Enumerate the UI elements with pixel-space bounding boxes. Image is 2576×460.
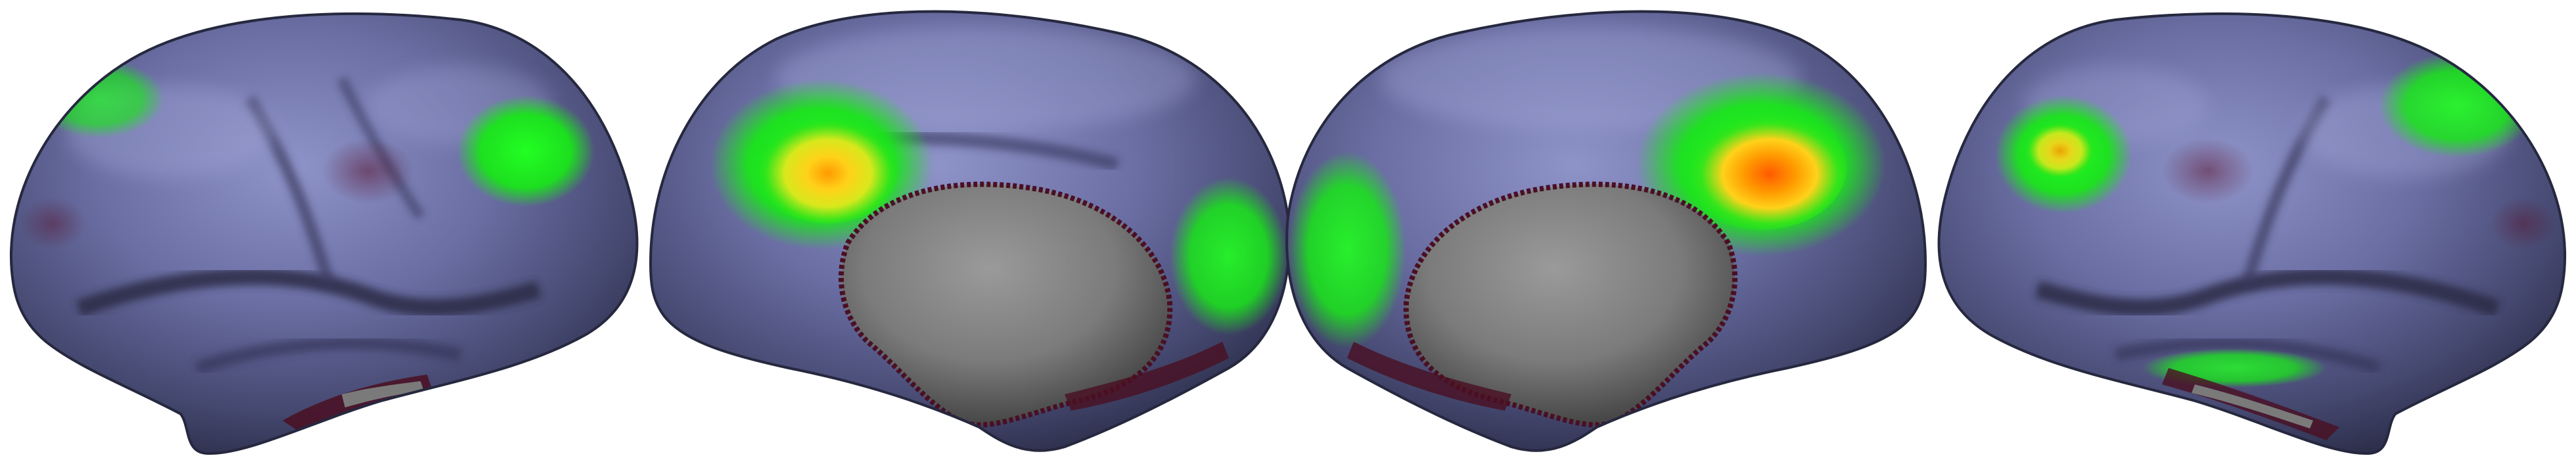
activation-blob [756, 112, 900, 223]
activation-blob [457, 95, 595, 207]
sulcus-line [195, 336, 462, 375]
sulcus-line [2114, 336, 2381, 375]
panel-left-lateral [9, 12, 639, 455]
activation-blob [2024, 118, 2096, 177]
panel-left-medial [649, 10, 1291, 452]
sulcus-line [2035, 268, 2500, 317]
activation-blob [1288, 151, 1406, 348]
panel-right-medial [1285, 10, 1927, 452]
panel-right-lateral [1937, 12, 2567, 455]
activation-blob [1170, 177, 1288, 335]
medial-wall-patch [1403, 181, 1737, 428]
activation-blob [1676, 105, 1847, 230]
sulcus-line [76, 268, 541, 317]
medial-wall-patch [839, 181, 1173, 428]
